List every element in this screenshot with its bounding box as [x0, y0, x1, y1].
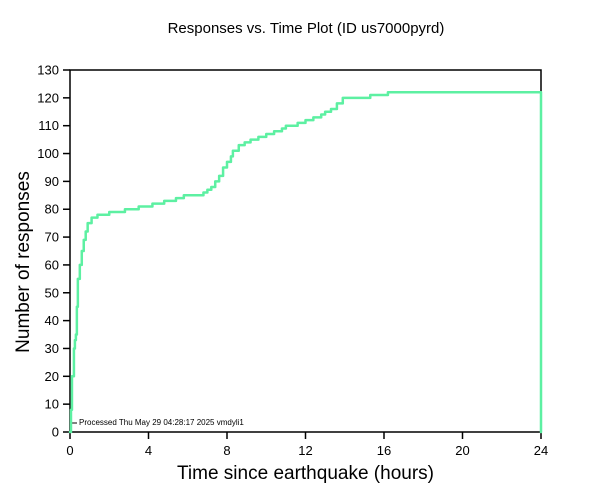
svg-text:12: 12 — [298, 443, 312, 458]
svg-text:16: 16 — [377, 443, 391, 458]
svg-text:80: 80 — [45, 202, 59, 217]
chart-title: Responses vs. Time Plot (ID us7000pyrd) — [167, 20, 445, 37]
svg-text:120: 120 — [37, 90, 59, 105]
svg-text:8: 8 — [223, 443, 230, 458]
svg-text:90: 90 — [45, 174, 59, 189]
svg-text:0: 0 — [66, 443, 73, 458]
svg-text:50: 50 — [45, 285, 59, 300]
x-axis-label: Time since earthquake (hours) — [177, 463, 434, 484]
svg-text:4: 4 — [145, 443, 152, 458]
svg-text:60: 60 — [45, 257, 59, 272]
svg-text:0: 0 — [52, 425, 59, 440]
svg-text:24: 24 — [534, 443, 548, 458]
processed-timestamp: Processed Thu May 29 04:28:17 2025 vmdyl… — [79, 418, 244, 427]
svg-text:130: 130 — [37, 63, 59, 78]
svg-text:40: 40 — [45, 313, 59, 328]
svg-text:110: 110 — [38, 118, 59, 133]
svg-text:10: 10 — [45, 397, 59, 412]
svg-text:20: 20 — [455, 443, 469, 458]
svg-text:100: 100 — [37, 146, 59, 161]
svg-text:30: 30 — [45, 341, 59, 356]
svg-text:20: 20 — [45, 369, 59, 384]
y-axis-label: Number of responses — [13, 171, 34, 353]
svg-text:70: 70 — [45, 230, 59, 245]
